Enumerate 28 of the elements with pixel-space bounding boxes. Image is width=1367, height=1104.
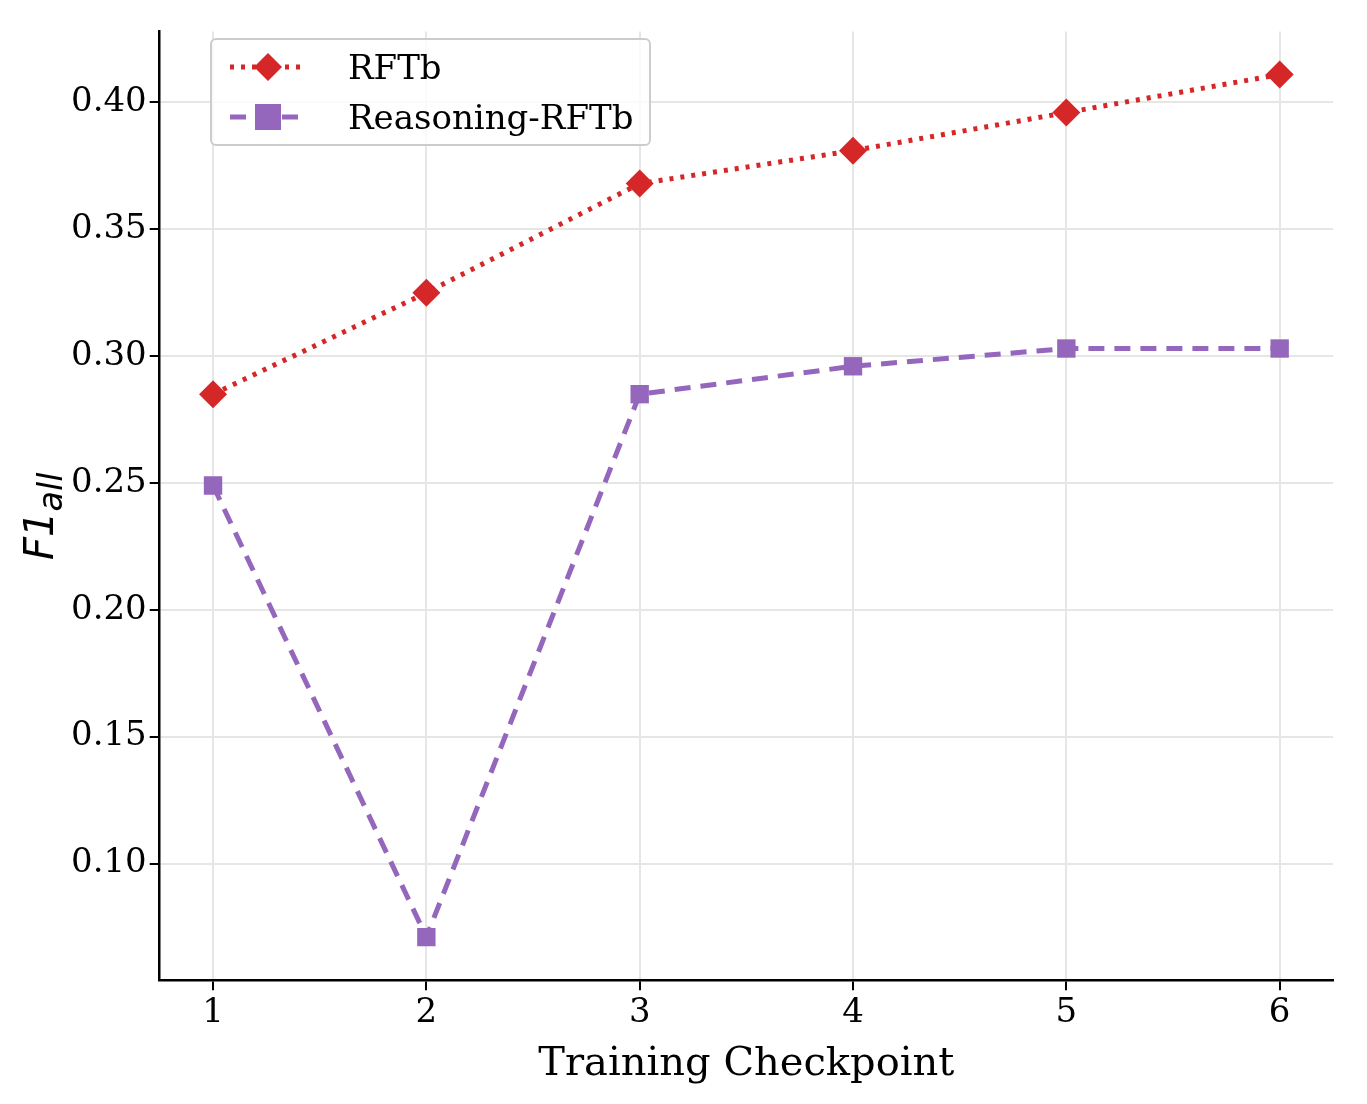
point (843, 357, 863, 376)
point (199, 380, 228, 409)
point (1052, 98, 1081, 127)
point (625, 169, 654, 198)
point (203, 476, 223, 495)
point (839, 136, 868, 165)
point (417, 927, 436, 947)
point (1270, 339, 1289, 358)
x-tick-label: 4 (842, 990, 864, 1031)
y-tick-label: 0.10 (71, 840, 147, 881)
legend-label: Reasoning-RFTb (348, 97, 634, 137)
point (1057, 339, 1076, 358)
x-tick-label: 3 (628, 990, 651, 1031)
y-tick-label: 0.35 (71, 206, 147, 247)
y-tick-label: 0.25 (71, 459, 147, 500)
x-tick-label: 6 (1268, 990, 1291, 1031)
y-tick-label: 0.20 (71, 586, 147, 627)
y-tick-label: 0.40 (71, 79, 147, 120)
x-tick-label: 2 (415, 990, 438, 1031)
y-tick-label: 0.15 (71, 713, 147, 754)
point (412, 278, 441, 307)
x-axis-title: Training Checkpoint (538, 1038, 955, 1085)
x-tick-label: 5 (1055, 990, 1078, 1031)
legend-label: RFTb (348, 47, 442, 87)
point (1265, 60, 1294, 89)
point (630, 384, 649, 404)
y-tick-label: 0.30 (71, 332, 147, 373)
x-tick-label: 1 (202, 990, 224, 1031)
